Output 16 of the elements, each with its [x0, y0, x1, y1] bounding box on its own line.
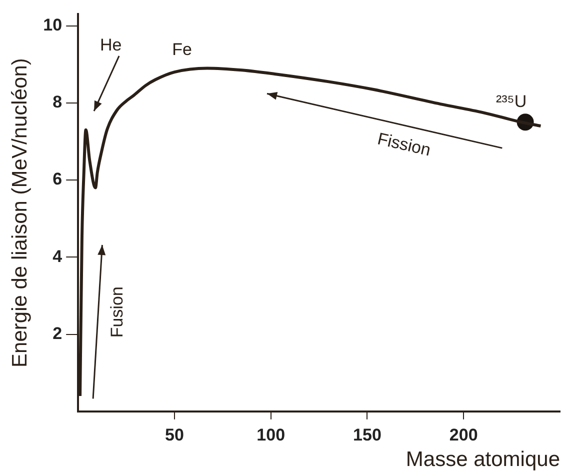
y-tick-label: 2 [52, 324, 62, 343]
x-tick-label: 100 [256, 425, 286, 444]
y-tick-label: 8 [52, 92, 62, 112]
annotation: Fe [172, 40, 192, 59]
y-tick-label: 4 [52, 246, 63, 266]
x-tick-label: 200 [449, 425, 478, 444]
x-tick-label: 50 [165, 425, 184, 444]
annotation: ²³⁵U [496, 92, 527, 111]
y-axis-title: Energie de liaison (MeV/nucléon) [8, 58, 32, 368]
annotation: He [100, 36, 122, 55]
annotation: Fission [376, 129, 432, 160]
y-tick-label: 10 [43, 15, 62, 34]
x-tick-label: 150 [353, 425, 382, 444]
y-tick-label: 6 [52, 170, 62, 189]
annotation: Fusion [107, 286, 126, 338]
x-axis-title: Masse atomique [406, 448, 560, 472]
